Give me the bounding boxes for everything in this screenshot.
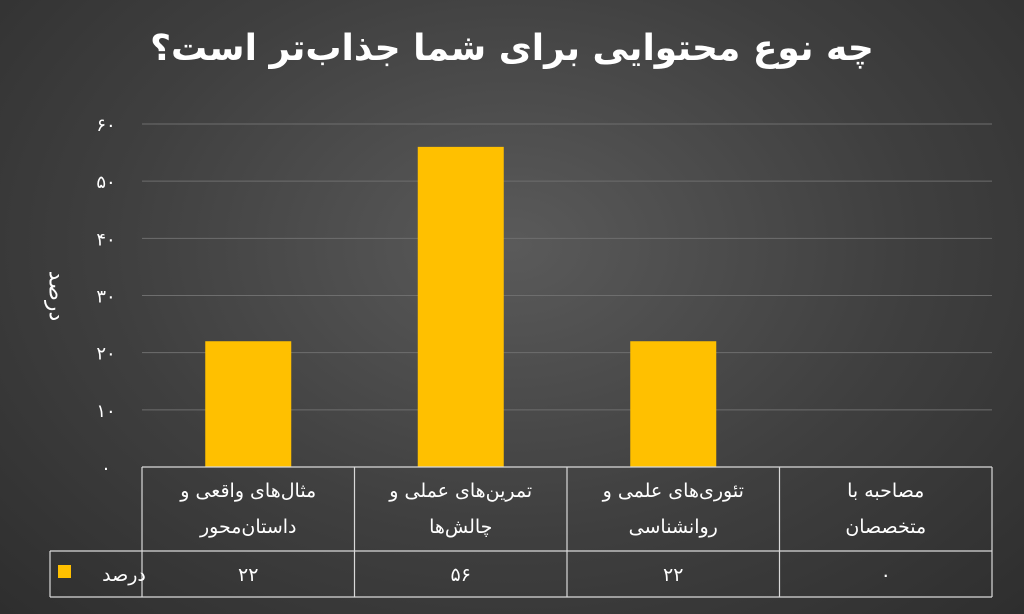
- y-tick-label: ۶۰: [96, 115, 115, 136]
- category-label: داستان‌محور: [199, 516, 297, 538]
- y-tick-label: ۵۰: [96, 172, 115, 193]
- data-label: ۲۲: [663, 564, 683, 586]
- legend-label: درصد: [102, 564, 146, 586]
- category-label: روانشناسی: [629, 516, 718, 538]
- category-label: تئوری‌های علمی و: [602, 480, 744, 502]
- legend-swatch: [58, 565, 71, 578]
- bar: [417, 146, 504, 467]
- category-label: مثال‌های واقعی و: [179, 480, 316, 502]
- bar: [205, 341, 292, 467]
- category-label: متخصصان: [845, 516, 926, 538]
- chart-title: چه نوع محتوایی برای شما جذاب‌تر است؟: [150, 28, 874, 69]
- data-label: ۲۲: [238, 564, 258, 586]
- y-tick-label: ۲۰: [96, 344, 115, 365]
- y-tick-label: ۱۰: [96, 401, 115, 422]
- category-label: چالش‌ها: [429, 516, 492, 538]
- category-label: مصاحبه با: [847, 480, 924, 502]
- bar: [630, 341, 717, 467]
- y-tick-label: ۳۰: [96, 287, 115, 308]
- data-label: ۰: [881, 564, 891, 586]
- data-label: ۵۶: [451, 564, 471, 586]
- category-label: تمرین‌های عملی و: [388, 480, 532, 502]
- y-tick-label: ۰: [101, 458, 111, 479]
- y-tick-label: ۴۰: [96, 229, 115, 250]
